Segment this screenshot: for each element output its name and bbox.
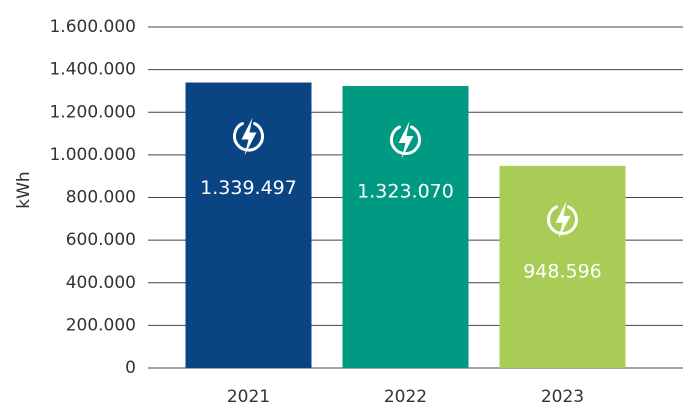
x-tick-label: 2021 xyxy=(227,387,270,407)
y-tick-label: 600.000 xyxy=(66,230,136,250)
bar xyxy=(342,86,469,369)
y-tick-label: 1.000.000 xyxy=(49,145,136,165)
x-tick-label: 2023 xyxy=(541,387,584,407)
y-tick-label: 1.200.000 xyxy=(49,102,136,122)
y-tick-label: 1.600.000 xyxy=(49,17,136,37)
icon-bolt xyxy=(555,200,571,239)
bar xyxy=(185,82,312,368)
icon-bolt xyxy=(398,121,414,160)
y-axis-label: kWh xyxy=(14,171,34,208)
y-tick-label: 800.000 xyxy=(66,188,136,208)
value-label: 948.596 xyxy=(523,260,602,282)
value-label: 1.323.070 xyxy=(357,181,454,203)
y-tick-label: 1.400.000 xyxy=(49,60,136,80)
y-tick-label: 0 xyxy=(125,358,136,378)
icon-ring xyxy=(547,205,578,235)
lightning-icon xyxy=(547,200,578,239)
lightning-icon xyxy=(390,121,421,160)
lightning-icon xyxy=(233,117,264,156)
icon-ring xyxy=(390,125,421,156)
y-tick-label: 200.000 xyxy=(66,315,136,335)
bar xyxy=(499,165,626,368)
icon-bolt xyxy=(241,117,257,156)
value-label: 1.339.497 xyxy=(200,177,297,199)
x-tick-label: 2022 xyxy=(384,387,427,407)
icon-ring xyxy=(233,122,264,152)
y-tick-label: 400.000 xyxy=(66,273,136,293)
